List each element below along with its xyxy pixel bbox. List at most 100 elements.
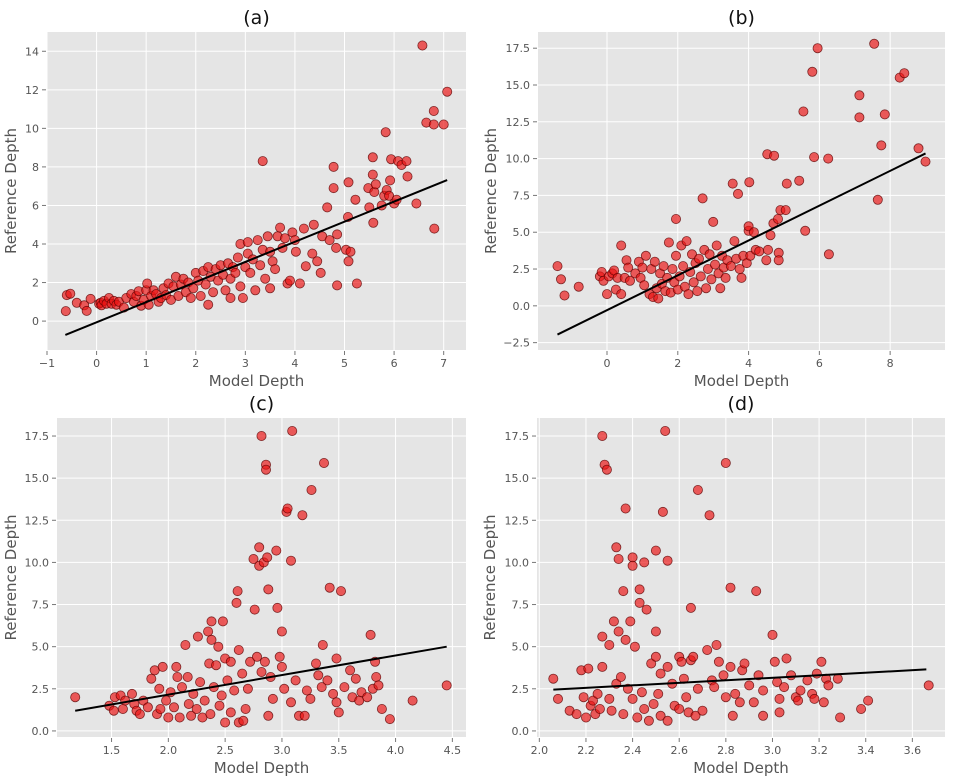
- data-point: [811, 668, 822, 679]
- data-point: [786, 670, 797, 681]
- x-tick-label: 2: [192, 357, 199, 370]
- data-point: [290, 246, 301, 257]
- y-tick-label: 2.5: [32, 683, 50, 696]
- data-point: [604, 693, 615, 704]
- data-point: [663, 237, 674, 248]
- y-tick-label: 5.0: [512, 641, 530, 654]
- data-point: [284, 275, 295, 286]
- data-point: [715, 283, 726, 294]
- data-point: [251, 651, 262, 662]
- panel-title-c: (c): [249, 393, 274, 415]
- data-point: [168, 702, 179, 713]
- data-point: [428, 106, 439, 117]
- data-point: [739, 658, 750, 669]
- x-tick-label: 6: [391, 357, 398, 370]
- data-point: [744, 177, 755, 188]
- data-point: [625, 275, 636, 286]
- data-point: [407, 695, 418, 706]
- x-tick-label: 1: [143, 357, 150, 370]
- y-tick-label: 7.5: [513, 189, 531, 202]
- data-point: [662, 715, 673, 726]
- y-tick-label: 10: [25, 122, 39, 135]
- data-point: [332, 280, 343, 291]
- data-point: [208, 287, 219, 298]
- data-point: [240, 704, 251, 715]
- data-point: [255, 260, 266, 271]
- x-tick-label: 3.2: [810, 744, 828, 757]
- data-point: [299, 710, 310, 721]
- y-tick-label: 10.0: [25, 556, 50, 569]
- data-point: [231, 597, 242, 608]
- data-point: [220, 717, 231, 728]
- data-point: [263, 584, 274, 595]
- data-point: [301, 685, 312, 696]
- y-axis-label-b: Reference Depth: [482, 128, 500, 254]
- data-point: [351, 278, 362, 289]
- data-point: [597, 631, 608, 642]
- data-point: [367, 152, 378, 163]
- data-point: [681, 692, 692, 703]
- data-point: [923, 680, 934, 691]
- x-tick-label: 5: [341, 357, 348, 370]
- data-point: [597, 430, 608, 441]
- x-axis-label-d: Model Depth: [693, 759, 789, 777]
- data-point: [667, 263, 678, 274]
- data-point: [711, 240, 722, 251]
- data-point: [655, 668, 666, 679]
- data-point: [758, 710, 769, 721]
- data-point: [262, 231, 273, 242]
- data-point: [322, 675, 333, 686]
- data-point: [611, 542, 622, 553]
- panel-b: 0 2 4 6 8 −2.5 0.0 2.5 5.0 7.5 10.0 12.5 15.0 17.5 (b)…: [482, 7, 945, 390]
- data-point: [697, 193, 708, 204]
- data-point: [370, 179, 381, 190]
- data-point: [694, 253, 705, 264]
- data-point: [613, 554, 624, 565]
- y-tick-label: 17.5: [505, 430, 530, 443]
- data-point: [248, 554, 259, 565]
- data-point: [620, 634, 631, 645]
- data-point: [401, 156, 412, 167]
- y-axis-label-c: Reference Depth: [2, 515, 20, 641]
- y-tick-label: 0.0: [513, 300, 531, 313]
- regression-line-a: [64, 179, 448, 336]
- data-point: [734, 697, 745, 708]
- data-point: [287, 425, 298, 436]
- data-point: [872, 194, 883, 205]
- data-point: [671, 250, 682, 261]
- data-point: [678, 261, 689, 272]
- data-point: [339, 682, 350, 693]
- data-point: [343, 256, 354, 267]
- scatter-points-d: [548, 425, 934, 726]
- data-point: [324, 235, 335, 246]
- data-point: [674, 704, 685, 715]
- data-point: [220, 285, 231, 296]
- x-tick-label: 4: [745, 357, 752, 370]
- data-point: [182, 672, 193, 683]
- data-point: [854, 90, 865, 101]
- data-point: [648, 699, 659, 710]
- data-point: [300, 261, 311, 272]
- data-point: [60, 306, 71, 317]
- data-point: [235, 281, 246, 292]
- data-point: [199, 695, 210, 706]
- data-point: [713, 656, 724, 667]
- data-point: [276, 661, 287, 672]
- data-point: [195, 290, 206, 301]
- x-tick-label: 0: [93, 357, 100, 370]
- data-point: [692, 484, 703, 495]
- data-point: [730, 688, 741, 699]
- data-point: [385, 175, 396, 186]
- x-tick-label: 3.0: [764, 744, 782, 757]
- data-point: [639, 557, 650, 568]
- data-point: [345, 246, 356, 257]
- data-point: [653, 293, 664, 304]
- data-point: [774, 693, 785, 704]
- data-point: [365, 629, 376, 640]
- data-point: [650, 545, 661, 556]
- x-tick-label: 1.5: [103, 744, 121, 757]
- y-tick-label: 5.0: [32, 641, 50, 654]
- data-point: [650, 626, 661, 637]
- x-tick-label: 2.6: [670, 744, 688, 757]
